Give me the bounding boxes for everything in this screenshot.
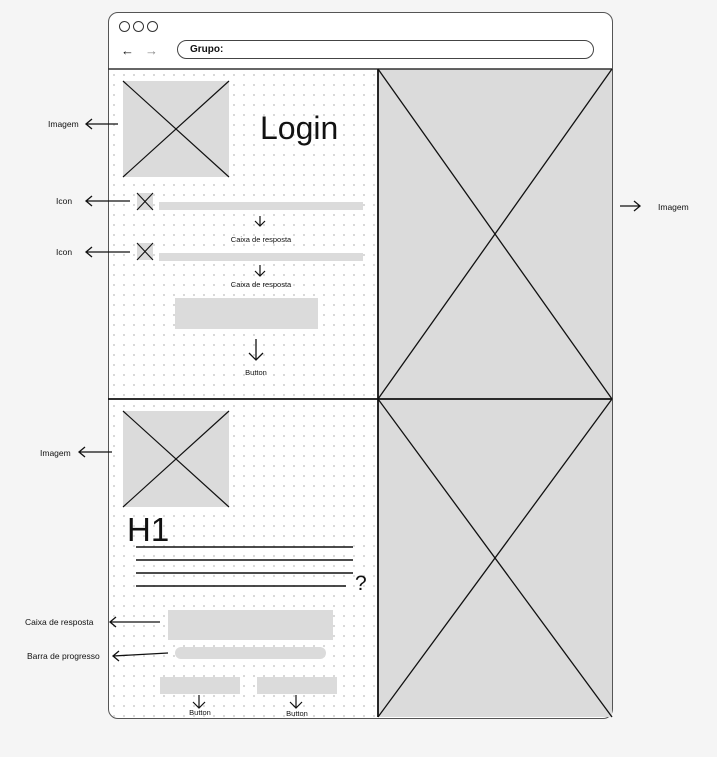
address-bar[interactable]: Grupo: xyxy=(177,40,594,59)
annotation-image-top: Imagem xyxy=(48,119,79,129)
button-caption: Button xyxy=(189,708,211,717)
answer-input[interactable] xyxy=(168,610,333,640)
annotation-image-bottom: Imagem xyxy=(40,448,71,458)
quiz-button-2[interactable] xyxy=(257,677,337,694)
progress-bar xyxy=(175,647,326,659)
password-icon xyxy=(137,243,153,260)
login-button[interactable] xyxy=(175,298,318,329)
quiz-heading: H1 xyxy=(127,511,170,548)
quiz-image-placeholder xyxy=(123,411,229,507)
hero-image-panel xyxy=(378,69,612,717)
field-caption-2: Caixa de resposta xyxy=(230,280,292,289)
quiz-button-1[interactable] xyxy=(160,677,240,694)
login-image-placeholder xyxy=(123,81,229,177)
annotation-answer-box: Caixa de resposta xyxy=(25,617,94,627)
window-maximize-button[interactable] xyxy=(147,21,158,32)
annotation-icon-1: Icon xyxy=(56,196,73,206)
annotation-progress-bar: Barra de progresso xyxy=(27,651,100,661)
button-caption: Button xyxy=(286,709,308,718)
login-title: Login xyxy=(260,110,339,146)
password-input[interactable] xyxy=(159,253,363,261)
field-caption-1: Caixa de resposta xyxy=(230,235,292,244)
username-input[interactable] xyxy=(159,202,363,210)
annotation-image-right: Imagem xyxy=(658,202,689,212)
forward-arrow-icon[interactable]: → xyxy=(145,43,158,58)
window-minimize-button[interactable] xyxy=(133,21,144,32)
annotation-icon-2: Icon xyxy=(56,247,73,257)
question-mark: ? xyxy=(355,572,367,595)
button-caption: Button xyxy=(245,368,267,377)
back-arrow-icon[interactable]: ← xyxy=(121,43,134,58)
username-icon xyxy=(137,193,153,210)
window-close-button[interactable] xyxy=(119,21,130,32)
